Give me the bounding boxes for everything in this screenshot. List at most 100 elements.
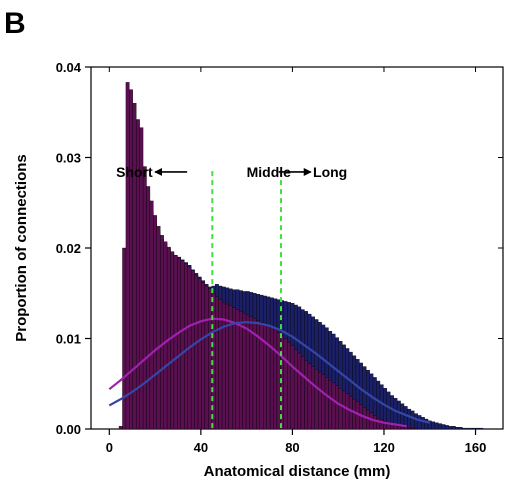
histogram-bar [180, 260, 185, 430]
y-tick-label: 0.04 [56, 60, 82, 75]
histogram-bar [293, 349, 298, 430]
y-tick-label: 0.03 [56, 151, 81, 166]
histogram-bar [396, 426, 401, 430]
histogram-bar [441, 424, 446, 430]
histogram-bar [417, 415, 422, 430]
histogram-bar [321, 374, 326, 430]
histogram-bar [190, 270, 195, 430]
histogram-bar [420, 417, 425, 430]
histogram-bar [194, 274, 199, 430]
histogram-bar [431, 421, 436, 430]
histogram-bar [232, 307, 236, 430]
histogram-bar [455, 427, 460, 430]
histogram-bar [125, 82, 130, 430]
histogram-bar [469, 427, 473, 430]
histogram-bar [342, 390, 346, 430]
histogram-bar [122, 247, 127, 430]
range-label: Short [116, 164, 153, 180]
histogram-bar [242, 312, 247, 430]
y-axis: 0.00 0.01 0.02 0.03 0.04 [56, 60, 503, 437]
histogram-bar [283, 338, 288, 430]
histogram-bar [348, 396, 353, 430]
histogram-bar [331, 382, 336, 430]
x-axis: 0 40 80 120 160 [106, 67, 487, 455]
histogram-bar [324, 377, 329, 430]
histogram-bar [297, 352, 302, 430]
fit-curve-line [108, 321, 431, 424]
histogram-bar [235, 309, 240, 430]
histogram-bar [300, 356, 305, 430]
histogram-bar [273, 329, 278, 430]
histogram-bar [177, 257, 182, 430]
histogram-bar [400, 427, 405, 430]
histogram-bar [307, 363, 312, 430]
histogram-bar [163, 241, 168, 430]
histogram-bar [160, 235, 164, 430]
range-label: Middle [247, 164, 292, 180]
histogram-bar [208, 288, 212, 430]
histogram-bar [239, 311, 243, 430]
histogram-bar [225, 303, 230, 430]
histogram-bar [173, 255, 178, 430]
fit-curve-line [108, 317, 408, 428]
histogram-bar [184, 263, 188, 430]
histogram-bar [170, 251, 175, 430]
histogram-bar [269, 327, 274, 430]
histogram-bar [414, 413, 418, 430]
histogram-bar [287, 341, 291, 430]
histogram-bar [335, 385, 339, 430]
histogram-bar [197, 278, 202, 430]
histogram-bar [410, 410, 415, 430]
histogram-bar [414, 427, 418, 430]
histogram-bar [129, 89, 133, 430]
histogram-bar [338, 388, 343, 430]
plot-area: Short Middle Long [90, 66, 504, 430]
histogram-bar [266, 325, 271, 430]
x-tick-label: 40 [194, 440, 208, 455]
histogram-bar [393, 425, 398, 430]
range-annotations: Short Middle Long [116, 164, 347, 180]
histogram-bar [245, 314, 250, 430]
histogram-bar [438, 423, 442, 430]
histogram-bar [458, 427, 463, 430]
histogram-bar [372, 415, 377, 430]
histogram-bar [410, 427, 415, 430]
histogram-bar [142, 166, 147, 430]
y-axis-title: Proportion of connections [13, 154, 30, 342]
x-tick-label: 120 [373, 440, 395, 455]
boundary-lines [211, 171, 282, 429]
purple-bar-series [118, 82, 418, 430]
histogram-bar [153, 215, 157, 430]
y-tick-label: 0.02 [56, 241, 81, 256]
histogram-bar [221, 302, 226, 430]
x-tick-label: 160 [465, 440, 487, 455]
histogram-bar [465, 427, 470, 430]
histogram-bar [149, 200, 154, 430]
histogram-bar [304, 360, 309, 430]
histogram-bar [204, 285, 209, 430]
y-tick-label: 0.00 [56, 422, 81, 437]
histogram-bar [434, 422, 439, 430]
histogram-bar [451, 426, 456, 430]
histogram-bar [146, 186, 151, 430]
histogram-bar [201, 282, 206, 430]
histogram-bar [345, 393, 350, 430]
histogram-bar [479, 427, 484, 430]
panel-letter: B [4, 7, 26, 40]
histogram-bar [156, 226, 161, 430]
histogram-bar [407, 427, 412, 430]
histogram-bar [407, 408, 412, 430]
histogram-bar [290, 345, 295, 430]
histogram-bar [328, 379, 333, 430]
x-tick-label: 0 [106, 440, 113, 455]
histogram-bar [132, 103, 137, 430]
histogram-bar [448, 426, 453, 430]
histogram-bar [276, 331, 281, 430]
range-label: Long [313, 164, 347, 180]
histogram-bar [376, 417, 381, 430]
histogram-bar [462, 427, 466, 430]
histogram-bar [317, 371, 322, 430]
histogram-bar [311, 366, 315, 430]
histogram-bar [445, 425, 449, 430]
